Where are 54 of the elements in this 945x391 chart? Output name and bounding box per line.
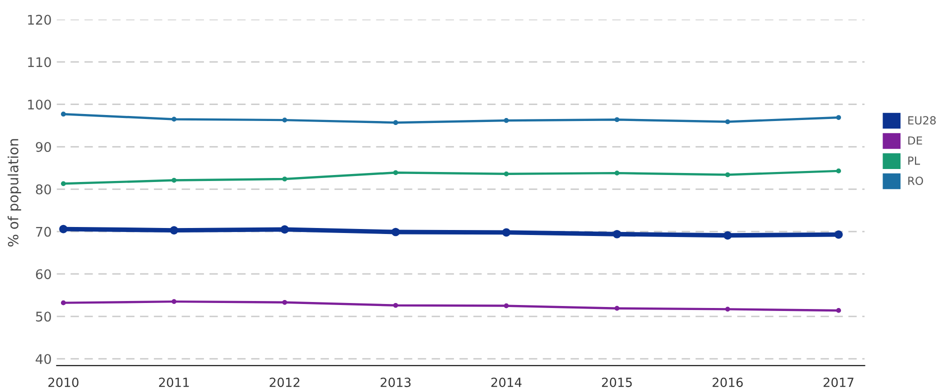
x-tick-label: 2016 <box>712 378 743 388</box>
point <box>393 302 398 308</box>
point <box>834 230 843 239</box>
point <box>280 225 289 234</box>
y-tick-label: 60 <box>36 269 51 280</box>
point <box>612 230 622 238</box>
x-tick-label: 2015 <box>602 378 632 388</box>
point <box>504 303 509 308</box>
x-tick-label: 2010 <box>48 378 78 388</box>
point <box>614 117 620 122</box>
point <box>723 231 732 240</box>
point <box>60 181 66 186</box>
y-tick-label: 110 <box>28 57 51 68</box>
point <box>836 115 842 120</box>
x-tick-label: 2011 <box>159 378 189 388</box>
x-tick-label: 2017 <box>824 378 854 388</box>
point <box>725 306 730 312</box>
point <box>60 300 66 306</box>
y-tick-label: 50 <box>36 312 51 322</box>
point <box>282 300 288 305</box>
point <box>614 306 620 311</box>
y-tick-label: 70 <box>36 226 51 237</box>
point <box>393 120 398 126</box>
legend-label: EU28 <box>908 116 936 125</box>
point <box>504 171 509 176</box>
x-tick-label: 2013 <box>380 378 411 388</box>
y-tick-label: 90 <box>36 142 51 152</box>
point <box>725 172 730 178</box>
y-tick-label: 100 <box>28 100 51 110</box>
point <box>172 178 176 183</box>
x-tick-label: 2014 <box>491 378 522 388</box>
point <box>172 299 176 304</box>
legend-label: RO <box>908 176 924 186</box>
point <box>504 118 509 123</box>
legend-label: DE <box>908 136 922 145</box>
x-tick-label: 2012 <box>270 378 300 388</box>
point <box>614 170 620 176</box>
legend-label: PL <box>908 156 920 165</box>
point <box>725 119 730 124</box>
point <box>172 116 176 122</box>
point <box>502 228 510 237</box>
point <box>282 176 288 182</box>
point <box>393 170 398 176</box>
point <box>59 224 68 234</box>
point <box>282 118 288 122</box>
y-tick-label: 80 <box>36 184 51 194</box>
point <box>836 308 842 313</box>
y-tick-label: 120 <box>28 14 51 25</box>
y-axis-title: % of population <box>8 139 22 246</box>
point <box>60 112 66 117</box>
point <box>836 168 842 174</box>
point <box>170 226 178 234</box>
point <box>391 228 400 236</box>
y-tick-label: 40 <box>36 354 51 364</box>
